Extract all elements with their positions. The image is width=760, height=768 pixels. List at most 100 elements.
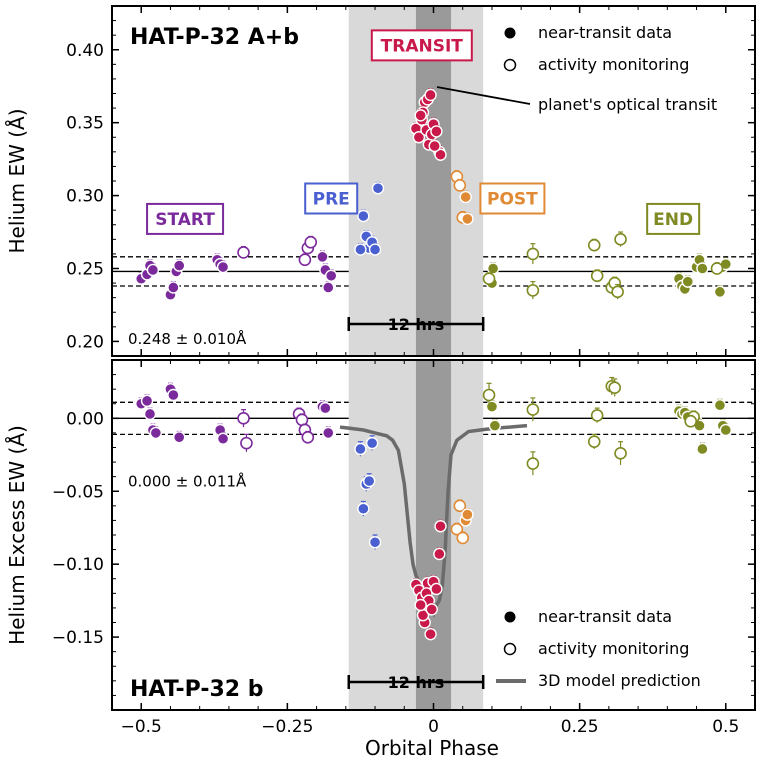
transit-point xyxy=(424,627,437,641)
start-point xyxy=(322,281,335,294)
panel-title: HAT-P-32 A+b xyxy=(130,25,299,50)
panel-title: HAT-P-32 b xyxy=(130,677,264,702)
end-point xyxy=(696,442,709,456)
end-label-box xyxy=(646,202,701,235)
legend-filled-marker xyxy=(504,611,516,623)
legend-open-marker xyxy=(503,642,517,656)
stat-label: 0.248 ± 0.010Å xyxy=(128,329,247,348)
start-label-box xyxy=(146,202,225,235)
start-point xyxy=(216,260,230,274)
legend-model-label: 3D model prediction xyxy=(538,671,701,690)
end-point xyxy=(590,409,604,422)
transit-point xyxy=(430,125,443,138)
post-point xyxy=(453,179,467,192)
start-point xyxy=(319,401,332,415)
x-tick-label: 0.5 xyxy=(712,717,739,737)
end-point xyxy=(611,285,624,299)
start-point xyxy=(301,430,315,444)
span-label: 12 hrs xyxy=(388,673,445,692)
y-tick-label: 0.20 xyxy=(66,332,104,352)
post-point xyxy=(450,522,464,536)
inner-transit-band xyxy=(415,6,452,356)
annotation-arrow xyxy=(436,86,531,105)
start-point xyxy=(298,253,312,267)
end-point xyxy=(614,233,627,246)
start-point xyxy=(237,246,250,259)
end-point xyxy=(713,285,727,299)
y-tick-label: −0.05 xyxy=(52,482,104,502)
x-axis-title: Orbital Phase xyxy=(365,736,499,760)
pre-point xyxy=(368,243,382,256)
end-point xyxy=(614,447,627,460)
end-point xyxy=(482,388,496,402)
transit-point xyxy=(412,131,426,144)
pre-point xyxy=(371,182,385,195)
end-point xyxy=(681,275,694,288)
post-point xyxy=(461,508,474,521)
start-point xyxy=(167,388,180,402)
post-label: POST xyxy=(487,190,538,210)
start-point xyxy=(325,269,338,282)
end-point xyxy=(587,435,601,448)
end-point xyxy=(590,269,604,283)
y-tick-label: −0.10 xyxy=(52,555,104,575)
start-point xyxy=(322,426,335,440)
end-point xyxy=(684,414,698,428)
start-point xyxy=(167,281,180,294)
pre-point xyxy=(354,442,367,456)
start-point xyxy=(216,432,230,445)
post-point xyxy=(459,190,472,204)
end-label: END xyxy=(653,210,693,230)
transit-point xyxy=(414,109,427,122)
y-tick-label: 0.40 xyxy=(66,41,104,61)
end-point xyxy=(587,238,601,252)
transit-point xyxy=(430,582,443,596)
annotation-label: planet's optical transit xyxy=(538,95,717,114)
transit-point xyxy=(428,139,441,153)
transit-point xyxy=(433,547,446,561)
span-label: 12 hrs xyxy=(388,315,445,334)
y-tick-label: 0.00 xyxy=(66,409,104,429)
legend-open-label: activity monitoring xyxy=(538,55,689,74)
transit-point xyxy=(425,603,438,616)
pre-point xyxy=(363,474,376,488)
start-point xyxy=(240,436,253,450)
end-point xyxy=(526,247,540,261)
legend-open-marker xyxy=(503,58,517,72)
end-point xyxy=(608,381,622,395)
start-label: START xyxy=(155,210,215,230)
start-point xyxy=(316,250,329,264)
pre-label: PRE xyxy=(313,190,350,210)
legend-open-label: activity monitoring xyxy=(538,639,689,658)
start-point xyxy=(173,259,186,272)
transit-point xyxy=(434,520,447,533)
start-point xyxy=(143,407,157,421)
end-point xyxy=(710,262,724,275)
post-point xyxy=(456,531,470,545)
end-point xyxy=(696,262,709,275)
end-point xyxy=(482,272,496,286)
post-label-box xyxy=(479,182,546,215)
legend-filled-label: near-transit data xyxy=(538,607,672,626)
bottom-panel: 0.00 −0.05 −0.10 −0.15 −0.5 −0.25 0 0.25 0.5 Heli… xyxy=(5,359,756,737)
y-tick-label: 0.30 xyxy=(66,187,104,207)
stat-label: 0.000 ± 0.011Å xyxy=(128,471,247,490)
pre-point xyxy=(357,209,370,223)
x-tick-label: −0.5 xyxy=(121,717,162,737)
transit-point xyxy=(424,88,437,102)
transit-point xyxy=(434,148,447,161)
end-point xyxy=(526,284,540,297)
pre-point xyxy=(368,536,382,549)
x-tick-label: 0.25 xyxy=(561,717,599,737)
end-point xyxy=(526,403,540,416)
post-point xyxy=(461,212,474,226)
y-axis-title: Helium EW (Å) xyxy=(5,108,29,253)
post-point xyxy=(453,499,467,513)
start-point xyxy=(149,426,163,440)
end-point xyxy=(713,399,727,412)
legend-filled-marker xyxy=(504,27,516,39)
start-point xyxy=(304,235,318,249)
end-point xyxy=(526,457,540,470)
start-point xyxy=(237,412,250,425)
